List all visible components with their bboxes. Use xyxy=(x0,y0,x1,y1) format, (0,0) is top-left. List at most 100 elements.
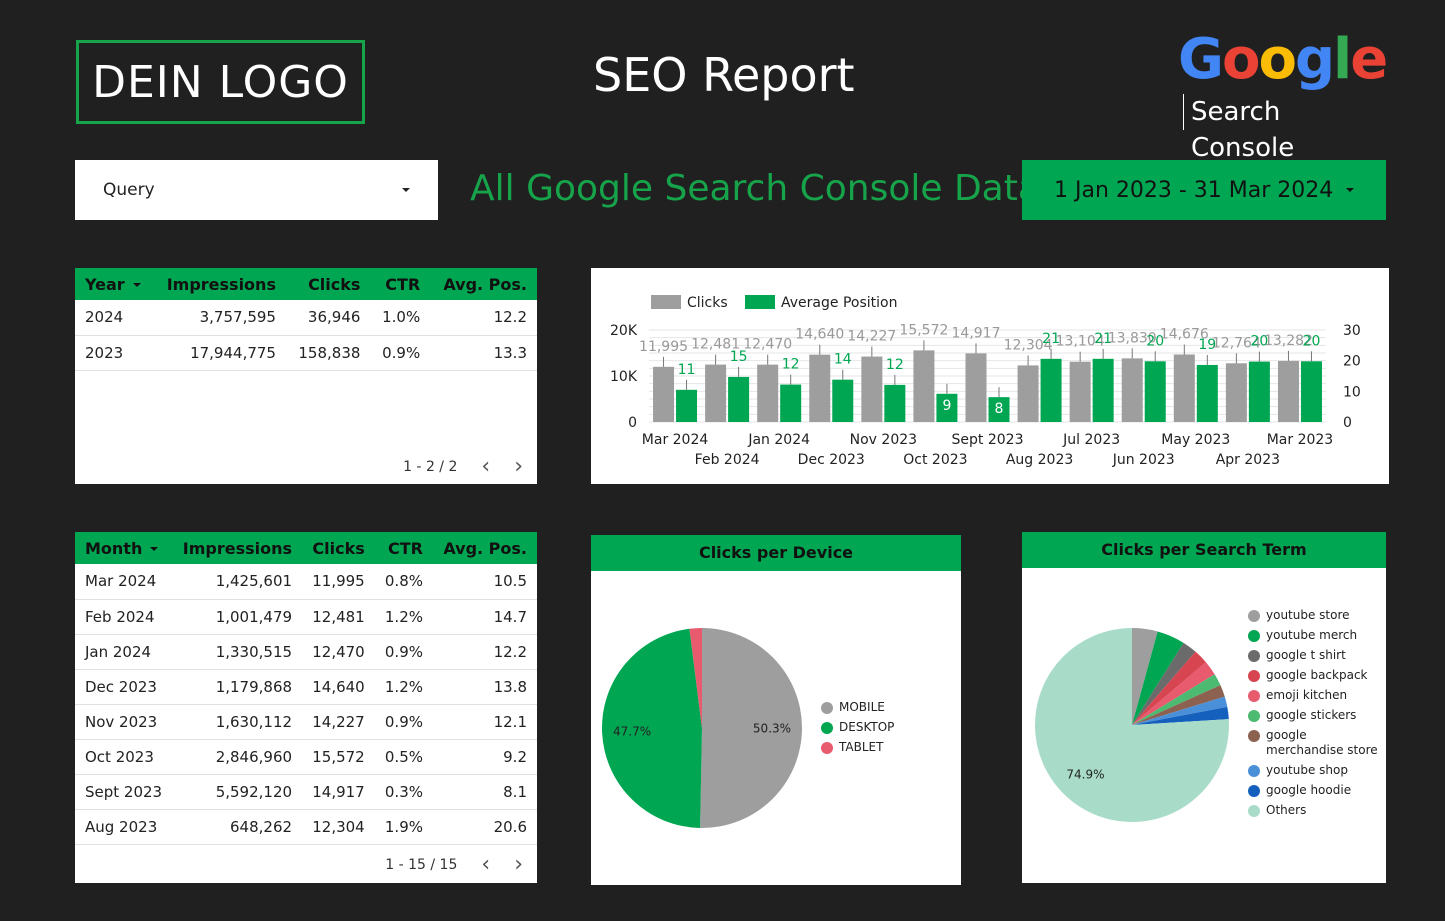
year-table: Year Impressions Clicks CTR Avg. Pos. 2024 3,… xyxy=(75,268,537,371)
pie-slice xyxy=(1132,706,1229,725)
date-range-picker[interactable]: 1 Jan 2023 - 31 Mar 2024 xyxy=(1022,160,1386,220)
legend-dot-icon xyxy=(1248,785,1260,797)
bar-avg-position xyxy=(988,397,1010,422)
legend-item[interactable]: youtube store xyxy=(1248,608,1378,623)
column-header[interactable]: CTR xyxy=(370,268,431,300)
query-dropdown[interactable]: Query xyxy=(75,160,438,220)
bar-clicks xyxy=(705,364,727,422)
bar-label-avg-position: 11 xyxy=(678,362,696,378)
date-range-label: 1 Jan 2023 - 31 Mar 2024 xyxy=(1054,177,1334,203)
bar-avg-position xyxy=(832,379,854,422)
table-cell: 17,944,775 xyxy=(152,335,286,371)
table-row[interactable]: Sept 2023 5,592,120 14,917 0.3% 8.1 xyxy=(75,774,537,810)
table-row[interactable]: 2023 17,944,775 158,838 0.9% 13.3 xyxy=(75,335,537,371)
chevron-left-icon[interactable]: ‹ xyxy=(481,454,491,479)
table-cell: 2024 xyxy=(75,300,153,336)
column-header[interactable]: Year xyxy=(75,268,153,300)
table-row[interactable]: Dec 2023 1,179,868 14,640 1.2% 13.8 xyxy=(75,669,537,705)
x-tick-label: Apr 2023 xyxy=(1216,452,1280,468)
legend-label: google hoodie xyxy=(1266,783,1352,797)
legend-item[interactable]: TABLET xyxy=(821,740,894,755)
legend-item[interactable]: google backpack xyxy=(1248,668,1378,683)
pie-slice-label: 47.7% xyxy=(613,725,651,739)
column-header[interactable]: Clicks xyxy=(302,532,375,564)
column-header[interactable]: Avg. Pos. xyxy=(433,532,537,564)
bar-label-clicks: 14,676 xyxy=(1160,326,1209,342)
legend-label: google t shirt xyxy=(1266,648,1346,662)
bar-label-avg-position: 20 xyxy=(1146,333,1164,349)
year-table-pager: 1 - 2 / 2 ‹ › xyxy=(403,456,523,478)
logo-box: DEIN LOGO xyxy=(76,40,365,124)
table-cell: 10.5 xyxy=(433,564,537,600)
legend-item[interactable]: youtube shop xyxy=(1248,763,1378,778)
google-letter: g xyxy=(1294,27,1335,92)
legend-dot-icon xyxy=(1248,730,1260,742)
column-header[interactable]: Impressions xyxy=(172,532,303,564)
pie-slice xyxy=(689,628,702,728)
pie-slice-label: 50.3% xyxy=(753,722,791,736)
table-row[interactable]: Aug 2023 648,262 12,304 1.9% 20.6 xyxy=(75,809,537,845)
clicks-position-chart: Clicks Average Position 0 10K 20K 0 10 20 30 11,9… xyxy=(610,295,1361,468)
legend-item[interactable]: MOBILE xyxy=(821,700,894,715)
legend-dot-icon xyxy=(1248,630,1260,642)
google-letter: l xyxy=(1333,27,1352,92)
search-console-label: Search Console xyxy=(1183,94,1378,163)
bar-label-clicks: 14,917 xyxy=(952,325,1001,341)
x-tick-label: Mar 2023 xyxy=(1267,432,1334,448)
column-header-label: Impressions xyxy=(166,274,276,294)
table-cell: 15,572 xyxy=(302,739,375,775)
table-cell: 20.6 xyxy=(433,809,537,845)
legend-item[interactable]: DESKTOP xyxy=(821,720,894,735)
device-pie-chart: 50.3% 47.7% xyxy=(602,628,802,828)
column-header[interactable]: Month xyxy=(75,532,173,564)
chevron-down-icon xyxy=(402,188,410,192)
legend-label: Others xyxy=(1266,803,1307,817)
chevron-right-icon[interactable]: › xyxy=(514,454,523,479)
legend-label: google merchandise store xyxy=(1266,728,1378,757)
bar-label-avg-position: 15 xyxy=(730,349,748,365)
legend-item[interactable]: youtube merch xyxy=(1248,628,1378,643)
column-header[interactable]: Clicks xyxy=(285,268,371,300)
bar-label-clicks: 13,282 xyxy=(1264,333,1313,349)
table-row[interactable]: Oct 2023 2,846,960 15,572 0.5% 9.2 xyxy=(75,739,537,775)
search-term-pie-legend: youtube store youtube merch google t shirt… xyxy=(1248,608,1378,823)
bar-clicks xyxy=(1017,365,1039,422)
legend-item[interactable]: emoji kitchen xyxy=(1248,688,1378,703)
table-cell: 2023 xyxy=(75,335,153,371)
table-row[interactable]: Feb 2024 1,001,479 12,481 1.2% 14.7 xyxy=(75,599,537,635)
bar-avg-position xyxy=(728,376,750,422)
table-cell: 14,227 xyxy=(302,704,375,740)
column-header[interactable]: Impressions xyxy=(152,268,286,300)
table-row[interactable]: 2024 3,757,595 36,946 1.0% 12.2 xyxy=(75,300,537,336)
legend-item[interactable]: google t shirt xyxy=(1248,648,1378,663)
table-row[interactable]: Nov 2023 1,630,112 14,227 0.9% 12.1 xyxy=(75,704,537,740)
table-cell: 12.2 xyxy=(430,300,537,336)
report-subtitle: All Google Search Console Data xyxy=(470,168,1040,209)
legend-label: youtube shop xyxy=(1266,763,1348,777)
legend-item[interactable]: Others xyxy=(1248,803,1378,818)
legend-item[interactable]: google stickers xyxy=(1248,708,1378,723)
y-right-tick: 10 xyxy=(1343,384,1361,400)
bar-label-avg-position: 20 xyxy=(1250,334,1268,350)
table-row[interactable]: Mar 2024 1,425,601 11,995 0.8% 10.5 xyxy=(75,564,537,600)
table-cell: 11,995 xyxy=(302,564,375,600)
bar-clicks xyxy=(757,364,779,422)
table-row[interactable]: Jan 2024 1,330,515 12,470 0.9% 12.2 xyxy=(75,634,537,670)
table-cell: 14.7 xyxy=(433,599,537,635)
table-cell: 1,001,479 xyxy=(172,599,303,635)
table-cell: 9.2 xyxy=(433,739,537,775)
column-header[interactable]: CTR xyxy=(374,532,433,564)
chevron-left-icon[interactable]: ‹ xyxy=(481,852,491,877)
table-cell: 13.3 xyxy=(430,335,537,371)
chevron-right-icon[interactable]: › xyxy=(514,852,523,877)
legend-item[interactable]: google merchandise store xyxy=(1248,728,1378,758)
bar-clicks xyxy=(809,354,831,422)
column-header-label: CTR xyxy=(388,538,423,558)
column-header[interactable]: Avg. Pos. xyxy=(430,268,537,300)
bar-label-clicks: 12,304 xyxy=(1004,337,1053,353)
legend-label: TABLET xyxy=(839,740,884,754)
legend-item[interactable]: google hoodie xyxy=(1248,783,1378,798)
bar-label-avg-position: 21 xyxy=(1094,331,1112,347)
table-cell: 12,470 xyxy=(302,634,375,670)
legend-label: emoji kitchen xyxy=(1266,688,1348,702)
